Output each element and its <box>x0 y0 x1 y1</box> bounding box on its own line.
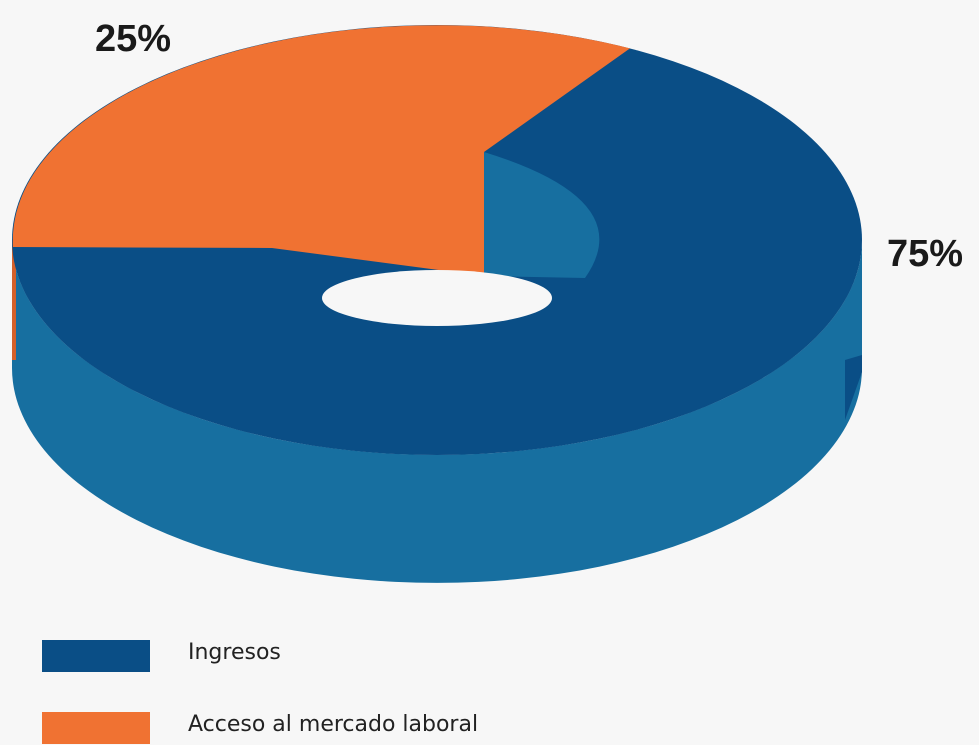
slice-top-acceso-al-mercado-laboral <box>12 25 630 277</box>
legend-label-acceso-al-mercado-laboral: Acceso al mercado laboral <box>188 712 479 737</box>
legend-swatch-acceso-al-mercado-laboral <box>42 712 150 744</box>
legend-swatch-ingresos <box>42 640 150 672</box>
data-label-ingresos: 75% <box>887 233 964 275</box>
slice-edge-ingresos <box>845 355 862 420</box>
slice-side-acceso-al-mercado-laboral <box>12 240 16 360</box>
donut-hole <box>322 270 552 326</box>
data-label-acceso-al-mercado-laboral: 25% <box>95 18 172 60</box>
slice-side-ingresos <box>12 240 862 583</box>
inner-wall-ingresos <box>484 152 600 278</box>
donut-chart <box>12 25 862 583</box>
legend-label-ingresos: Ingresos <box>188 640 281 665</box>
